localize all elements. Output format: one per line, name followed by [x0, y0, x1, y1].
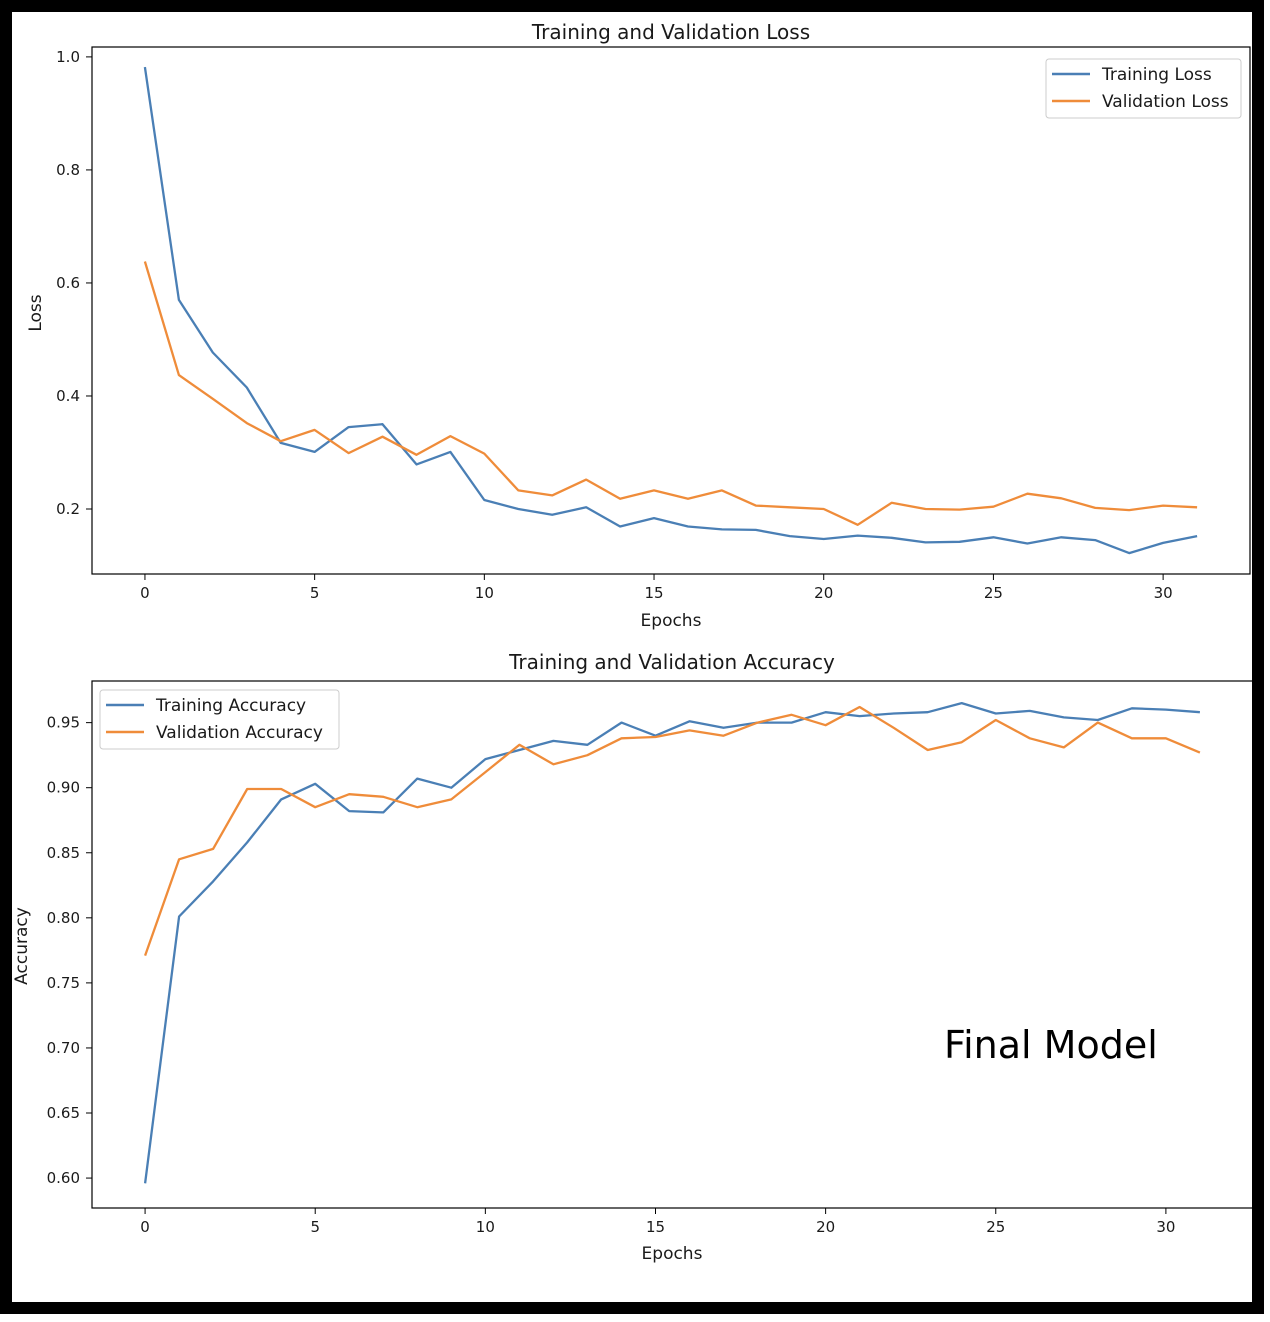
accuracy-x-tick-label: 30	[1156, 1218, 1175, 1236]
loss-plot-area	[91, 46, 1251, 575]
loss-y-tick-label: 1.0	[56, 48, 80, 66]
accuracy-series-lines	[143, 701, 1201, 1184]
accuracy-plot-area	[91, 680, 1254, 1209]
loss-y-axis-label: Loss	[26, 294, 46, 331]
final-model-annotation: Final Model	[944, 1023, 1158, 1067]
accuracy-y-tick-label: 0.95	[47, 714, 80, 732]
accuracy-legend: Training Accuracy Validation Accuracy	[99, 689, 340, 750]
accuracy-y-tick-label: 0.65	[47, 1104, 80, 1122]
loss-y-ticks: 0.2 0.4 0.6 0.8 1.0	[56, 48, 92, 518]
loss-series-line-validation	[143, 261, 1198, 526]
loss-legend-box	[1045, 58, 1242, 119]
accuracy-y-tick-label: 0.80	[47, 909, 80, 927]
loss-x-tick-label: 15	[644, 584, 663, 602]
accuracy-x-tick-label: 0	[140, 1218, 150, 1236]
accuracy-x-tick-label: 25	[986, 1218, 1005, 1236]
loss-x-tick-label: 25	[984, 584, 1003, 602]
legend-label-training-accuracy: Training Accuracy	[155, 696, 306, 716]
loss-chart-title: Training and Validation Loss	[531, 20, 810, 44]
accuracy-legend-box	[99, 689, 340, 750]
loss-y-tick-label: 0.2	[56, 500, 80, 518]
loss-y-tick-label: 0.8	[56, 161, 80, 179]
loss-series-lines	[143, 66, 1198, 555]
accuracy-x-tick-label: 15	[646, 1218, 665, 1236]
loss-x-ticks: 0 5 10 15 20 25 30	[140, 574, 1173, 602]
accuracy-series-line-validation	[144, 705, 1201, 956]
loss-y-tick-label: 0.4	[56, 387, 80, 405]
accuracy-y-tick-label: 0.85	[47, 844, 80, 862]
legend-label-training-loss: Training Loss	[1101, 65, 1212, 85]
accuracy-series-line-training	[143, 701, 1200, 1184]
loss-x-tick-label: 20	[814, 584, 833, 602]
accuracy-chart: Training and Validation Accuracy 0 5 10 15 2…	[12, 650, 1254, 1264]
legend-label-validation-loss: Validation Loss	[1102, 92, 1229, 112]
accuracy-y-tick-label: 0.75	[47, 974, 80, 992]
accuracy-x-axis-label: Epochs	[642, 1244, 703, 1264]
accuracy-x-ticks: 0 5 10 15 20 25 30	[140, 1208, 1175, 1236]
accuracy-y-ticks: 0.60 0.65 0.70 0.75 0.80 0.85 0.90 0.95	[47, 714, 92, 1187]
loss-chart: Training and Validation Loss 0 5 10 15 20 25 3…	[26, 20, 1251, 631]
loss-series-line-training	[143, 66, 1198, 555]
loss-x-tick-label: 5	[310, 584, 320, 602]
accuracy-y-tick-label: 0.60	[47, 1169, 80, 1187]
loss-x-tick-label: 0	[140, 584, 150, 602]
accuracy-y-tick-label: 0.90	[47, 779, 80, 797]
accuracy-y-tick-label: 0.70	[47, 1039, 80, 1057]
accuracy-y-axis-label: Accuracy	[12, 907, 32, 985]
loss-y-tick-label: 0.6	[56, 274, 80, 292]
loss-legend: Training Loss Validation Loss	[1045, 58, 1242, 119]
loss-x-tick-label: 10	[475, 584, 494, 602]
accuracy-x-tick-label: 20	[816, 1218, 835, 1236]
legend-label-validation-accuracy: Validation Accuracy	[156, 723, 323, 743]
loss-x-axis-label: Epochs	[641, 611, 702, 631]
accuracy-chart-title: Training and Validation Accuracy	[508, 650, 835, 674]
accuracy-x-tick-label: 5	[310, 1218, 320, 1236]
accuracy-x-tick-label: 10	[476, 1218, 495, 1236]
loss-x-tick-label: 30	[1154, 584, 1173, 602]
